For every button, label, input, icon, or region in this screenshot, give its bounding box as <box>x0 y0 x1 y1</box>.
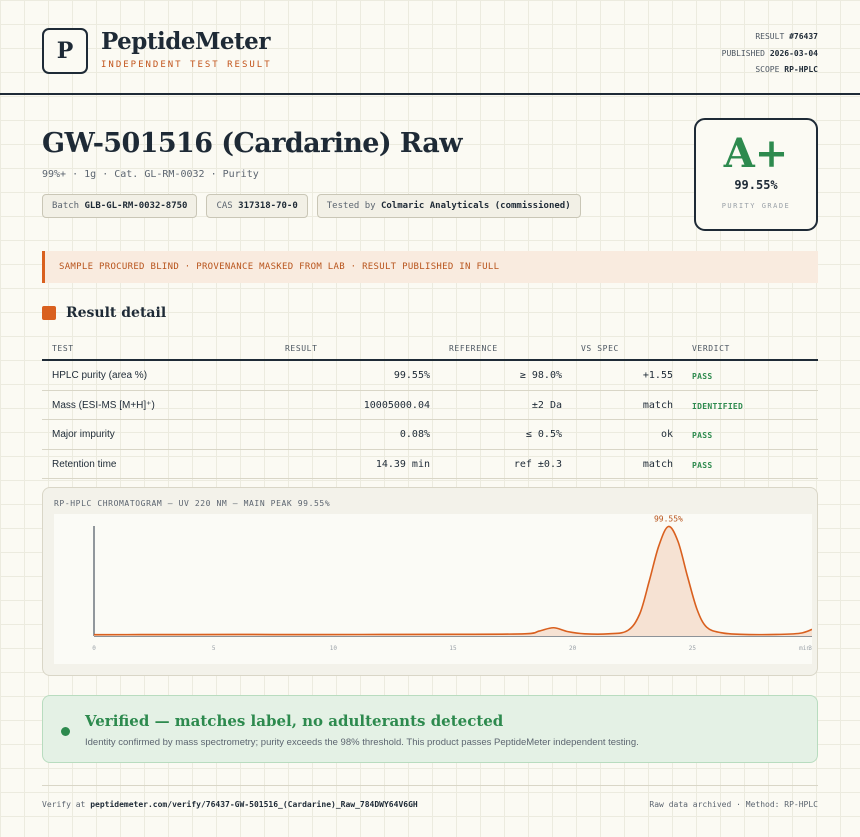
table-row: HPLC purity (area %) 99.55% ≥ 98.0% +1.5… <box>42 361 818 391</box>
scope-value: RP-HPLC <box>784 65 818 74</box>
grade-letter: A+ <box>723 130 789 177</box>
cell-test: Mass (ESI-MS [M+H]⁺) <box>52 399 155 411</box>
result-label: RESULT <box>755 32 785 41</box>
procurement-notice: SAMPLE PROCURED BLIND · PROVENANCE MASKE… <box>42 251 818 283</box>
x-tick-label: 0 <box>92 645 96 652</box>
logo-icon: P <box>42 28 88 74</box>
section-header: Result detail <box>42 305 166 321</box>
x-unit-label: min <box>799 645 810 652</box>
chromatogram-line <box>93 525 812 636</box>
verify-prefix: Verify at <box>42 800 86 809</box>
cas-chip: CAS 317318-70-0 <box>206 194 308 218</box>
x-tick-label: 30 <box>808 645 812 652</box>
chromatogram-chart: 99.55% 0 5 10 15 20 25 30min <box>92 514 812 652</box>
x-tick-label: 10 <box>330 645 338 652</box>
table-row: Mass (ESI-MS [M+H]⁺) 10005000.04 ±2 Da m… <box>42 391 818 420</box>
cell-result: 14.39 min <box>375 458 430 470</box>
cell-vs-spec: ok <box>660 429 673 440</box>
cell-reference: ≥ 98.0% <box>519 370 562 381</box>
grade-value: 99.55% <box>734 178 778 192</box>
header-verdict: VERDICT <box>692 344 730 353</box>
product-subtitle: 99%+ · 1g · Cat. GL-RM-0032 · Purity <box>42 169 259 180</box>
result-meta: RESULT #76437 PUBLISHED 2026-03-04 SCOPE… <box>722 29 818 79</box>
cell-reference: ±2 Da <box>531 399 562 411</box>
tested-by-chip: Tested by Colmaric Analyticals (commissi… <box>316 194 581 218</box>
chart-plot-area: 99.55% 0 5 10 15 20 25 30min <box>54 514 812 664</box>
cell-vs-spec: match <box>642 458 673 470</box>
product-chips: Batch GLB-GL-RM-0032-8750 CAS 317318-70-… <box>42 194 581 218</box>
table-row: Retention time 14.39 min ref ±0.3 match … <box>42 450 818 479</box>
chromatogram-card: RP-HPLC CHROMATOGRAM — UV 220 NM — MAIN … <box>42 487 818 676</box>
verify-url[interactable]: peptidemeter.com/verify/76437-GW-501516_… <box>90 800 418 809</box>
verified-banner: Verified — matches label, no adulterants… <box>42 695 818 763</box>
cell-test: Retention time <box>52 458 117 470</box>
header-vs-spec: VS SPEC <box>581 344 619 353</box>
cas-label: CAS <box>216 201 233 211</box>
cell-vs-spec: +1.55 <box>642 370 673 381</box>
section-title: Result detail <box>66 305 167 321</box>
table-header: TEST RESULT REFERENCE VS SPEC VERDICT <box>42 338 818 361</box>
x-tick-label: 25 <box>689 645 697 652</box>
brand-name: PeptideMeter <box>101 28 270 55</box>
cell-verdict: IDENTIFIED <box>692 401 744 411</box>
verify-link[interactable]: Verify at peptidemeter.com/verify/76437-… <box>42 800 418 809</box>
section-square-icon <box>42 306 56 320</box>
cell-test: Major impurity <box>52 429 115 440</box>
cell-reference: ref ±0.3 <box>513 458 562 470</box>
cell-reference: ≤ 0.5% <box>525 429 562 440</box>
x-tick-label: 5 <box>212 645 216 652</box>
header-test: TEST <box>52 344 74 353</box>
verified-dot-icon <box>61 727 70 736</box>
product-title: GW-501516 (Cardarine) Raw <box>42 128 462 159</box>
footer-method: Raw data archived · Method: RP-HPLC <box>649 800 818 809</box>
published-date: 2026-03-04 <box>769 48 818 58</box>
cell-verdict: PASS <box>692 460 713 470</box>
peak-label: 99.55% <box>654 514 683 523</box>
purity-grade-card: A+ 99.55% PURITY GRADE <box>694 118 818 231</box>
chart-title: RP-HPLC CHROMATOGRAM — UV 220 NM — MAIN … <box>54 499 331 508</box>
cell-result: 99.55% <box>393 370 430 381</box>
table-row: Major impurity 0.08% ≤ 0.5% ok PASS <box>42 420 818 450</box>
peak-fill-area <box>94 526 812 636</box>
header-reference: REFERENCE <box>449 344 498 353</box>
result-table: TEST RESULT REFERENCE VS SPEC VERDICT HP… <box>42 338 818 479</box>
batch-chip: Batch GLB-GL-RM-0032-8750 <box>42 194 198 218</box>
verified-description: Identity confirmed by mass spectrometry;… <box>85 737 639 748</box>
batch-value: GLB-GL-RM-0032-8750 <box>84 201 188 211</box>
cell-result: 10005000.04 <box>363 399 430 411</box>
x-tick-label: 15 <box>449 645 457 652</box>
cell-result: 0.08% <box>399 429 430 440</box>
brand-tagline: INDEPENDENT TEST RESULT <box>101 60 272 70</box>
cell-test: HPLC purity (area %) <box>52 370 148 381</box>
x-tick-label: 20 <box>569 645 577 652</box>
report-header: P PeptideMeter INDEPENDENT TEST RESULT R… <box>0 0 860 95</box>
cell-verdict: PASS <box>692 431 713 440</box>
tested-by-label: Tested by <box>326 201 376 211</box>
grade-label: PURITY GRADE <box>721 202 791 210</box>
verified-title: Verified — matches label, no adulterants… <box>85 712 504 730</box>
cell-vs-spec: match <box>642 399 673 411</box>
published-label: PUBLISHED <box>721 48 765 58</box>
footer-divider <box>42 785 818 786</box>
header-result: RESULT <box>285 344 318 353</box>
cas-value: 317318-70-0 <box>238 201 298 211</box>
scope-label: SCOPE <box>755 65 780 74</box>
result-number: #76437 <box>789 32 818 41</box>
batch-label: Batch <box>52 201 80 211</box>
cell-verdict: PASS <box>692 372 713 381</box>
tested-by-value: Colmaric Analyticals (commissioned) <box>380 201 571 211</box>
